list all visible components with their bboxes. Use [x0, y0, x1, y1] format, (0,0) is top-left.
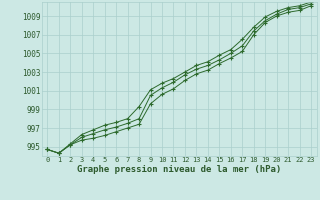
X-axis label: Graphe pression niveau de la mer (hPa): Graphe pression niveau de la mer (hPa) — [77, 165, 281, 174]
